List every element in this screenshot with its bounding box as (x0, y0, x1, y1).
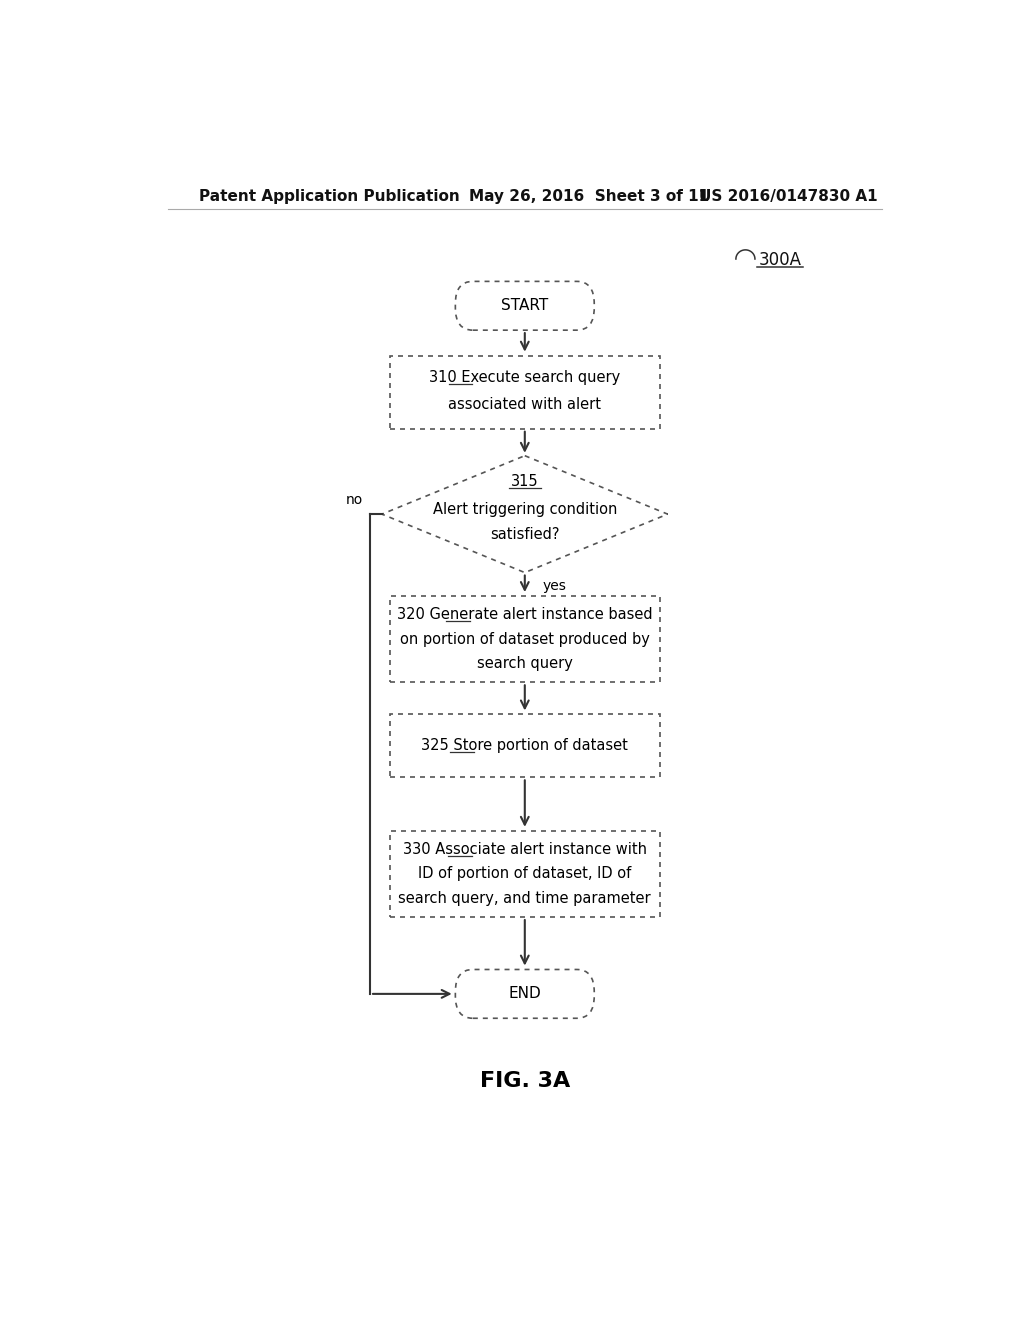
Text: 330 Associate alert instance with: 330 Associate alert instance with (402, 842, 647, 857)
Text: on portion of dataset produced by: on portion of dataset produced by (399, 632, 650, 647)
Text: satisfied?: satisfied? (490, 527, 559, 543)
Text: associated with alert: associated with alert (449, 397, 601, 412)
Text: US 2016/0147830 A1: US 2016/0147830 A1 (699, 189, 878, 203)
Text: END: END (509, 986, 541, 1002)
Text: search query: search query (477, 656, 572, 671)
Text: ID of portion of dataset, ID of: ID of portion of dataset, ID of (418, 866, 632, 882)
Text: 320 Generate alert instance based: 320 Generate alert instance based (397, 607, 652, 622)
Text: START: START (501, 298, 549, 313)
Text: 315: 315 (511, 474, 539, 490)
Text: no: no (345, 492, 362, 507)
Text: yes: yes (543, 578, 566, 593)
Text: Patent Application Publication: Patent Application Publication (200, 189, 460, 203)
Text: May 26, 2016  Sheet 3 of 11: May 26, 2016 Sheet 3 of 11 (469, 189, 710, 203)
Text: 310 Execute search query: 310 Execute search query (429, 371, 621, 385)
Text: search query, and time parameter: search query, and time parameter (398, 891, 651, 906)
Text: 325 Store portion of dataset: 325 Store portion of dataset (421, 738, 629, 754)
Text: Alert triggering condition: Alert triggering condition (432, 502, 617, 516)
Text: 300A: 300A (759, 251, 802, 269)
Text: FIG. 3A: FIG. 3A (479, 1072, 570, 1092)
